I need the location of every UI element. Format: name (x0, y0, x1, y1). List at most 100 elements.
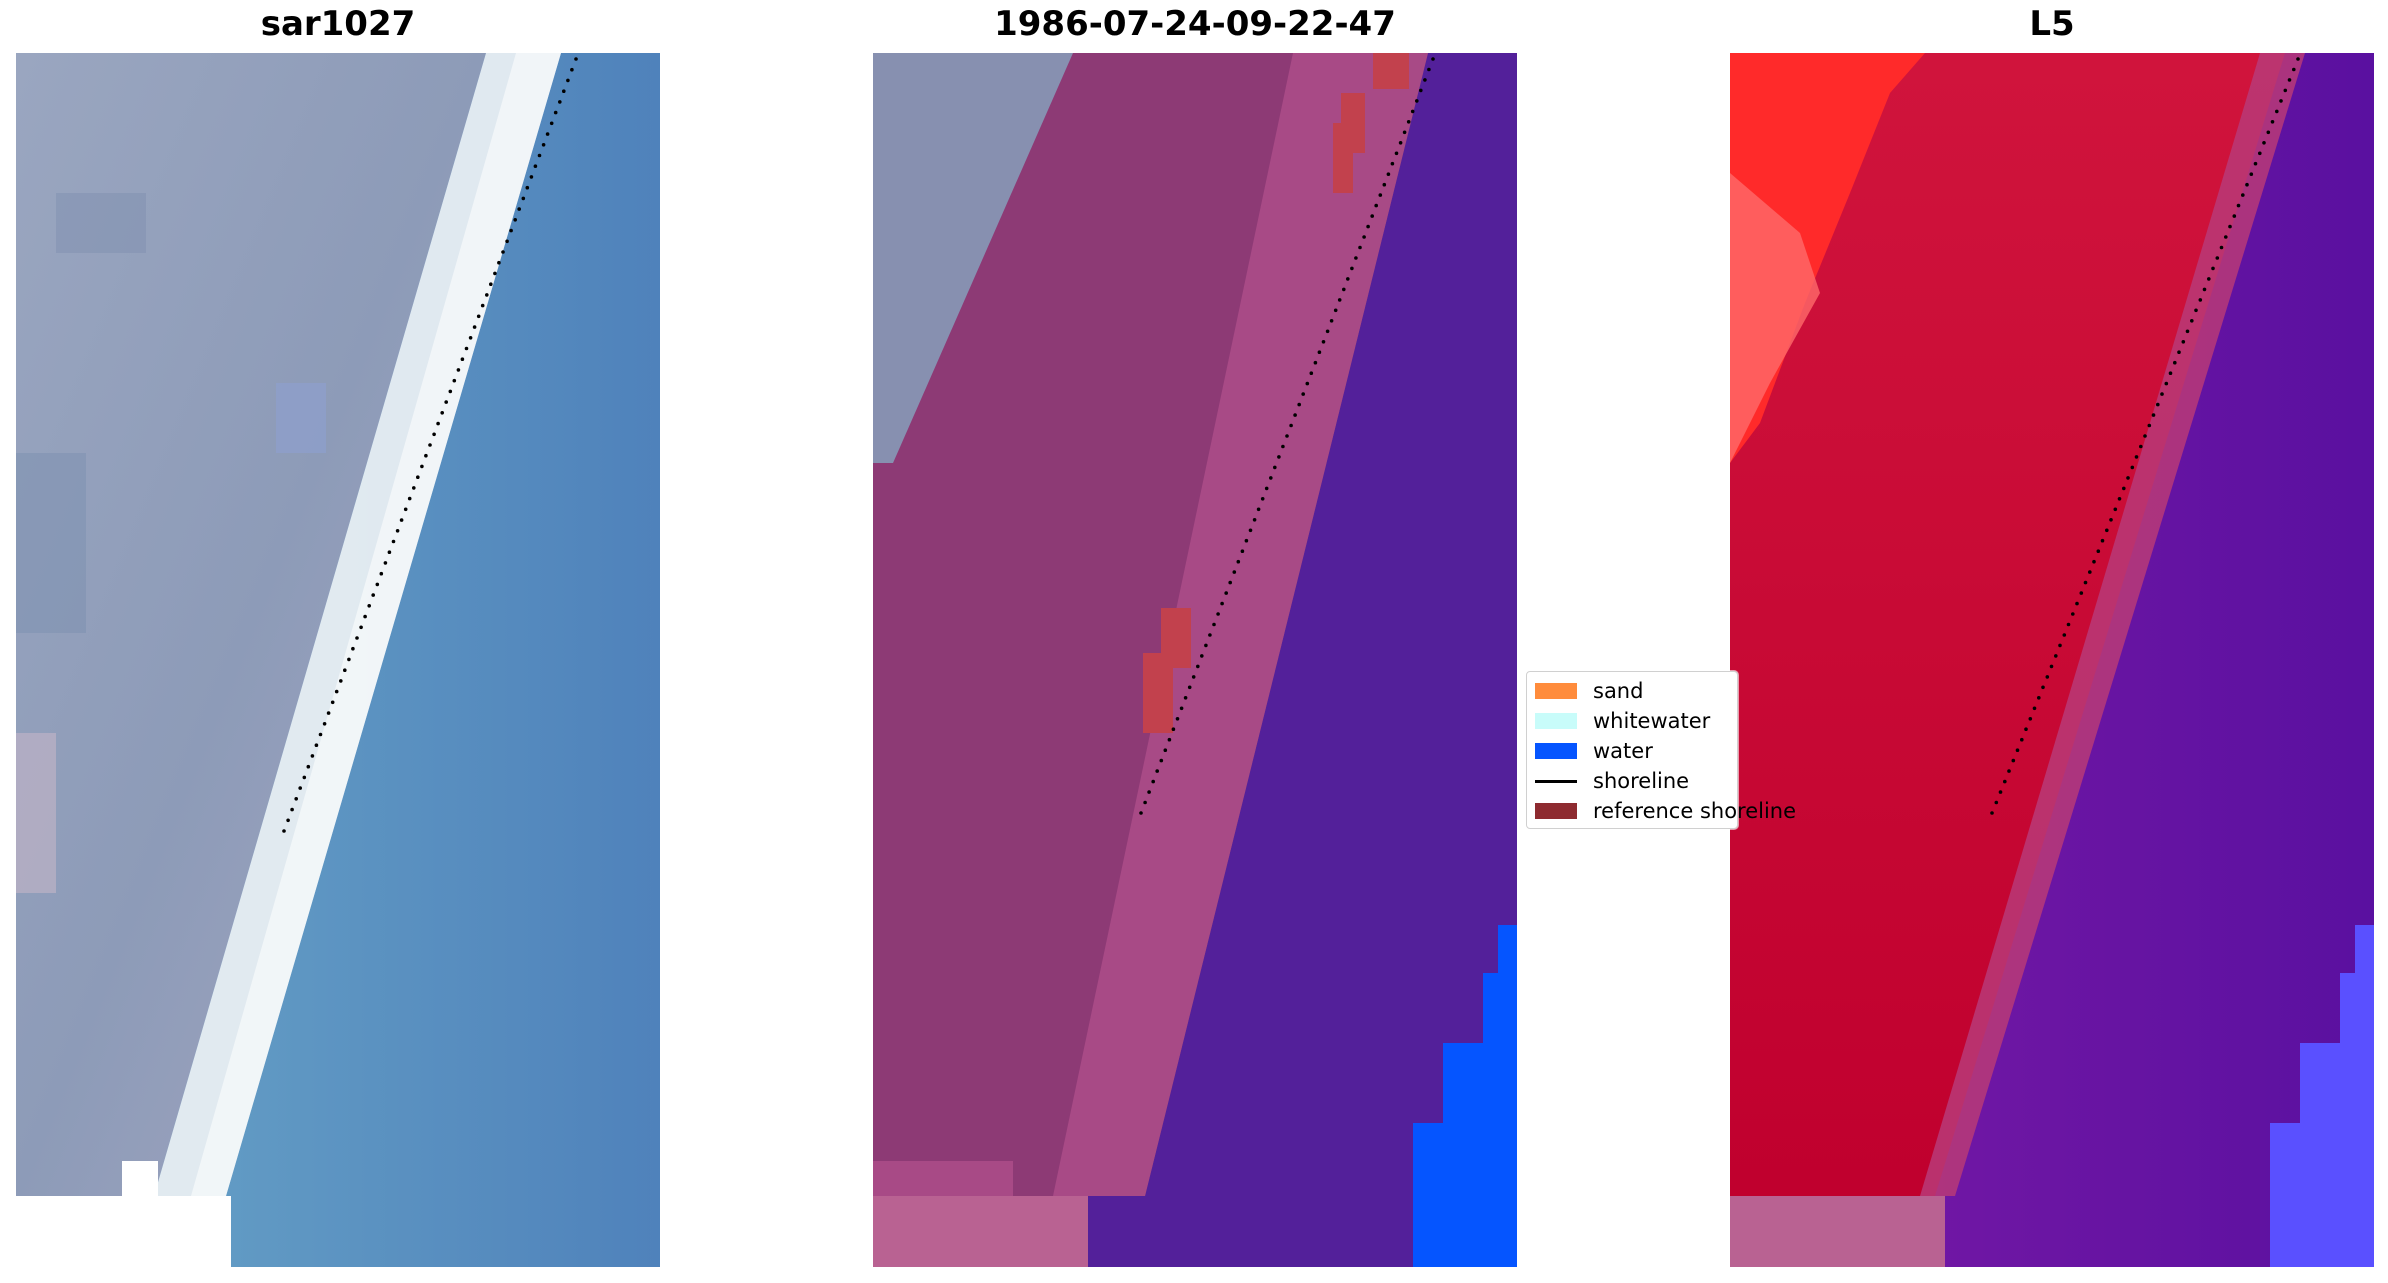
shoreline-dot (1212, 622, 1216, 627)
rgb-image (16, 53, 660, 1267)
shoreline-dot (1196, 664, 1200, 669)
shoreline-dot (334, 689, 339, 694)
shoreline-dot (505, 239, 509, 244)
shoreline-dot (562, 89, 566, 93)
shoreline-dot (489, 282, 493, 286)
shoreline-dot (1313, 360, 1318, 365)
shoreline-dot (407, 496, 412, 501)
shoreline-dot (2075, 601, 2079, 606)
shoreline-dot (1378, 193, 1383, 197)
shoreline-dot (2062, 633, 2067, 637)
shoreline-dot (2287, 78, 2292, 82)
legend-item-whitewater: whitewater (1535, 708, 1710, 734)
shoreline-dot (1346, 277, 1350, 281)
shoreline-dot (1329, 319, 1334, 323)
shoreline-dot (509, 228, 513, 233)
shoreline-dot (472, 325, 477, 329)
shoreline-dot (2156, 402, 2160, 407)
shoreline-dot (2275, 109, 2279, 114)
legend-label-water: water (1593, 739, 1653, 763)
shoreline-dot (1200, 654, 1204, 658)
shoreline-dot (1151, 779, 1155, 784)
shoreline-dot (302, 775, 307, 780)
shoreline-dot (2266, 130, 2271, 135)
shoreline-dot (549, 121, 554, 126)
shoreline-dot (1228, 580, 1232, 585)
shoreline-dot (2207, 277, 2211, 281)
shoreline-dot (1208, 633, 1212, 637)
shoreline-dot (416, 475, 420, 480)
shoreline-dot (1419, 88, 1423, 93)
shoreline-dot (2236, 203, 2241, 208)
shoreline-dot (399, 518, 404, 522)
shoreline-dot (2117, 497, 2122, 501)
shoreline-dot (1256, 507, 1261, 512)
shoreline-dot (1366, 224, 1370, 229)
shoreline-dot (1406, 120, 1411, 124)
shoreline-dot (2228, 224, 2232, 229)
shoreline-dot (375, 582, 380, 587)
shoreline-dot (1317, 350, 1322, 355)
shoreline-dot (1342, 287, 1346, 292)
shoreline-dot (395, 529, 400, 533)
shoreline-dot (1374, 203, 1378, 208)
shoreline-dot (363, 614, 367, 619)
shoreline-dot (1248, 528, 1253, 533)
shoreline-dot (310, 754, 315, 758)
shoreline-dot (2232, 214, 2237, 218)
legend-label-shoreline: shoreline (1593, 769, 1690, 793)
shoreline-dot (1277, 455, 1281, 459)
shoreline-dot (1232, 570, 1237, 574)
shoreline-dot (2109, 518, 2113, 522)
shoreline-dot (566, 78, 570, 83)
shoreline-dot (1370, 214, 1374, 218)
shoreline-dot (330, 700, 335, 705)
shoreline-dot (2190, 319, 2194, 323)
shoreline-dot (1289, 423, 1293, 428)
shoreline-dot (553, 110, 558, 115)
shoreline-dot (1143, 800, 1147, 805)
shoreline-dot (2224, 235, 2228, 239)
shoreline-dot (2126, 476, 2130, 480)
shoreline-dot (2253, 161, 2258, 166)
shoreline-dot (2292, 67, 2296, 72)
shoreline-dot (1191, 675, 1196, 679)
shoreline-dot (493, 271, 497, 276)
shoreline-dot (2028, 717, 2033, 721)
shoreline-dot (1273, 465, 1277, 470)
panel-title-index: L5 (2029, 4, 2075, 44)
shoreline-dot (1394, 151, 1399, 156)
shoreline-dot (371, 593, 376, 597)
shoreline-dot (2219, 245, 2224, 250)
shoreline-dot (529, 175, 534, 179)
shoreline-dot (2003, 779, 2007, 784)
shoreline-dot (1386, 172, 1391, 176)
shoreline-dot (1293, 413, 1297, 417)
shoreline-dot (420, 464, 424, 469)
shoreline-dot (1179, 706, 1184, 711)
shoreline-dot (1139, 811, 1143, 815)
shoreline-dot (525, 185, 530, 190)
shoreline-dot (440, 411, 445, 415)
shoreline-dot (1431, 57, 1435, 61)
legend-item-sand: sand (1535, 678, 1643, 704)
shoreline-dot (2185, 329, 2190, 334)
shoreline-dot (2173, 360, 2177, 365)
shoreline-dot (2241, 193, 2245, 197)
shoreline-dot (545, 132, 550, 136)
shoreline-dot (2088, 570, 2092, 574)
shoreline-dot (2100, 538, 2105, 543)
shoreline-dot (521, 196, 526, 201)
shoreline-dot (359, 625, 363, 630)
shoreline-dot (2151, 413, 2156, 417)
shoreline-dot (460, 357, 465, 362)
shoreline-dot (2279, 99, 2283, 103)
shoreline-dot (2032, 706, 2037, 711)
shoreline-dot (2092, 559, 2096, 564)
shoreline-dot (2258, 151, 2262, 156)
shoreline-dot (574, 57, 578, 61)
shoreline-dot (1321, 340, 1326, 344)
panel-title-rgb: sar1027 (260, 4, 416, 44)
shoreline-dot (294, 797, 299, 801)
shoreline-dot (1159, 758, 1164, 763)
